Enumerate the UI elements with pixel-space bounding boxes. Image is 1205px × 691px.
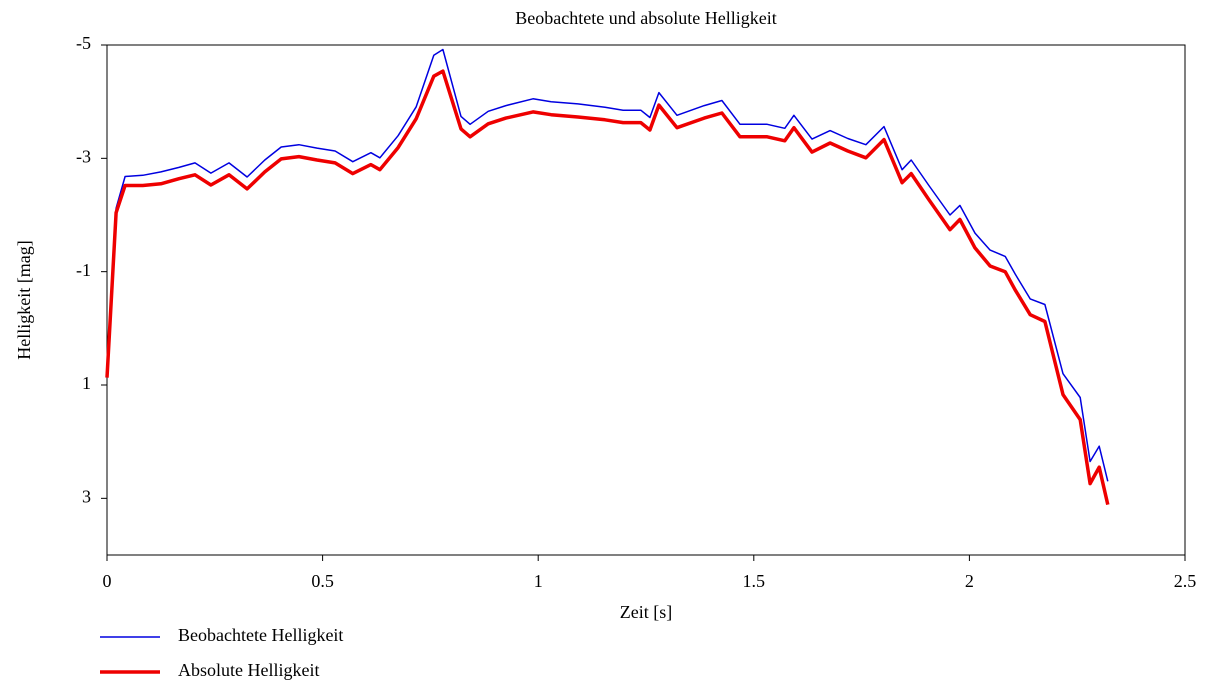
x-tick-label: 2 xyxy=(965,571,974,591)
y-tick-label: -5 xyxy=(76,33,91,53)
y-tick-label: -3 xyxy=(76,146,91,166)
legend-label: Beobachtete Helligkeit xyxy=(178,625,343,645)
x-axis-label: Zeit [s] xyxy=(620,602,672,622)
y-axis-label: Helligkeit [mag] xyxy=(14,240,34,359)
x-tick-label: 0.5 xyxy=(311,571,334,591)
data-line xyxy=(106,48,1109,482)
x-tick-label: 1 xyxy=(534,571,543,591)
x-tick-label: 0 xyxy=(103,571,112,591)
chart-title: Beobachtete und absolute Helligkeit xyxy=(515,8,776,28)
plot-frame xyxy=(106,44,1186,556)
legend-label: Absolute Helligkeit xyxy=(178,660,319,680)
y-tick-label: 1 xyxy=(82,373,91,393)
x-tick-label: 2.5 xyxy=(1174,571,1197,591)
data-line xyxy=(105,69,1110,505)
y-tick-label: -1 xyxy=(76,260,91,280)
x-tick-label: 1.5 xyxy=(743,571,766,591)
y-tick-label: 3 xyxy=(82,486,91,506)
